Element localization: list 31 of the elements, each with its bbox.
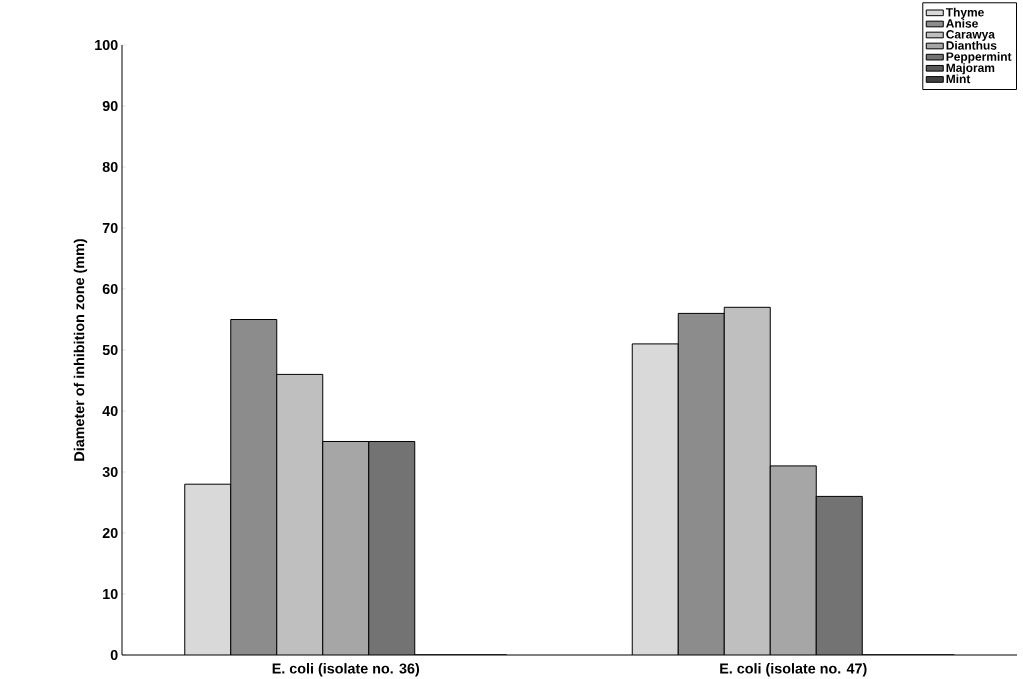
bar [230, 319, 277, 655]
bar [184, 484, 231, 655]
x-tick-label: E. coli (isolate no. 36) [272, 663, 420, 677]
y-tick-label: 60 [102, 283, 118, 295]
y-axis-title: Diameter of inhibition zone (mm) [73, 239, 88, 461]
y-tick-label: 10 [103, 588, 118, 600]
bar [723, 306, 771, 655]
y-tick-label: 50 [102, 344, 118, 356]
y-tick-label: 0 [110, 649, 118, 661]
legend-label: Peppermint [946, 52, 1012, 64]
bar [631, 343, 679, 655]
bar [677, 312, 725, 655]
y-tick-label: 40 [102, 405, 118, 417]
legend-label: Mint [946, 74, 971, 84]
y-tick-label: 80 [102, 161, 118, 173]
y-tick-label: 90 [102, 100, 118, 112]
bar [769, 465, 817, 655]
bar [815, 495, 863, 655]
legend-label: Dianthus [946, 40, 997, 50]
y-tick-label: 100 [95, 39, 118, 51]
y-tick-label: 30 [102, 466, 118, 478]
y-tick-label: 20 [102, 527, 118, 539]
legend-label: Thyme [945, 7, 984, 19]
bar [322, 441, 369, 655]
x-tick-label: E. coli (isolate no. 47) [720, 663, 867, 677]
legend-label: Anise [946, 18, 978, 28]
bar [276, 374, 323, 655]
bar [368, 441, 415, 655]
y-tick-label: 70 [102, 222, 118, 234]
legend-label: Carawya [946, 30, 996, 41]
legend-label: Majoram [946, 63, 995, 75]
